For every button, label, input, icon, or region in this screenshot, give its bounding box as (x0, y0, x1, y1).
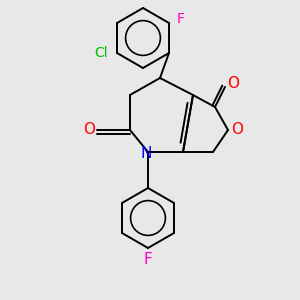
Text: O: O (231, 122, 243, 137)
Text: O: O (227, 76, 239, 91)
Text: F: F (177, 12, 185, 26)
Text: Cl: Cl (94, 46, 108, 60)
Text: N: N (140, 146, 152, 160)
Text: F: F (144, 253, 152, 268)
Text: O: O (83, 122, 95, 137)
